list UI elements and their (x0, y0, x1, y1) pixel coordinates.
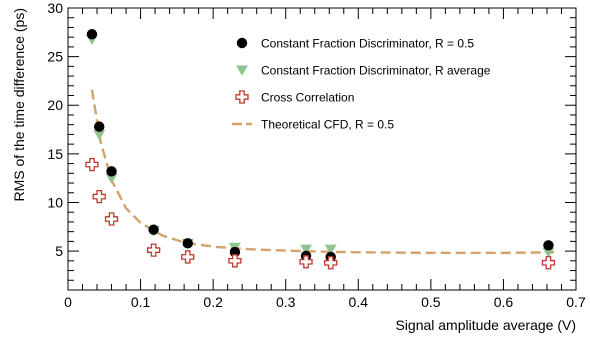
data-point-series-2 (324, 256, 338, 270)
x-tick-label: 0.2 (203, 294, 223, 310)
x-tick-label: 0.7 (566, 294, 586, 310)
y-axis-title: RMS of the time difference (ps) (11, 8, 27, 201)
data-point-series-0 (94, 121, 105, 132)
data-point-series-0 (148, 224, 159, 235)
data-point-series-0 (543, 240, 554, 251)
x-tick-label: 0.3 (276, 294, 296, 310)
data-point-series-1 (93, 129, 106, 141)
plot-frame (67, 7, 577, 291)
data-point-series-1 (324, 244, 337, 255)
legend-label: Constant Fraction Discriminator, R avera… (261, 64, 491, 78)
axis-ticks (67, 7, 577, 290)
data-point-series-2 (228, 254, 242, 268)
data-point-series-0 (182, 238, 193, 249)
data-point-series-2 (85, 157, 99, 172)
legend: Constant Fraction Discriminator, R = 0.5… (232, 37, 491, 132)
data-point-series-2 (299, 255, 313, 269)
x-tick-label: 0.4 (349, 294, 369, 310)
y-tick-label: 30 (47, 0, 63, 16)
data-point-series-1 (105, 173, 118, 184)
y-tick-label: 20 (47, 97, 63, 113)
y-tick-label: 10 (47, 194, 63, 210)
x-tick-label: 0.5 (421, 294, 441, 310)
tick-labels: 0 0.1 0.2 0.3 0.4 0.5 0.6 0.7 5 10 15 20 25 30 (47, 0, 586, 310)
y-tick-label: 25 (47, 49, 63, 65)
data-point-series-0 (106, 166, 117, 177)
data-point-series-1 (300, 244, 313, 255)
data-point-series-2 (146, 243, 161, 257)
x-axis-title: Signal amplitude average (V) (395, 317, 576, 333)
legend-label: Theoretical CFD, R = 0.5 (261, 118, 394, 132)
data-point-series-2 (181, 250, 195, 264)
legend-label: Constant Fraction Discriminator, R = 0.5 (261, 37, 474, 51)
data-point-series-0 (86, 29, 98, 40)
x-tick-label: 0.1 (131, 294, 151, 310)
x-tick-label: 0 (64, 294, 72, 310)
y-tick-label: 5 (55, 243, 63, 259)
data-point-series-2 (92, 189, 106, 204)
theoretical-cfd-curve (90, 89, 555, 255)
legend-swatch-2 (235, 90, 249, 104)
legend-label: Cross Correlation (261, 91, 354, 105)
data-point-series-2 (541, 256, 556, 270)
legend-swatch-0 (236, 37, 248, 49)
legend-swatch-1 (236, 65, 248, 76)
data-point-series-1 (542, 247, 555, 258)
theory-curve-layer (90, 89, 555, 255)
data-points-layer (85, 29, 556, 270)
x-tick-label: 0.6 (494, 294, 514, 310)
data-point-series-2 (104, 212, 119, 226)
y-tick-label: 15 (47, 146, 63, 162)
